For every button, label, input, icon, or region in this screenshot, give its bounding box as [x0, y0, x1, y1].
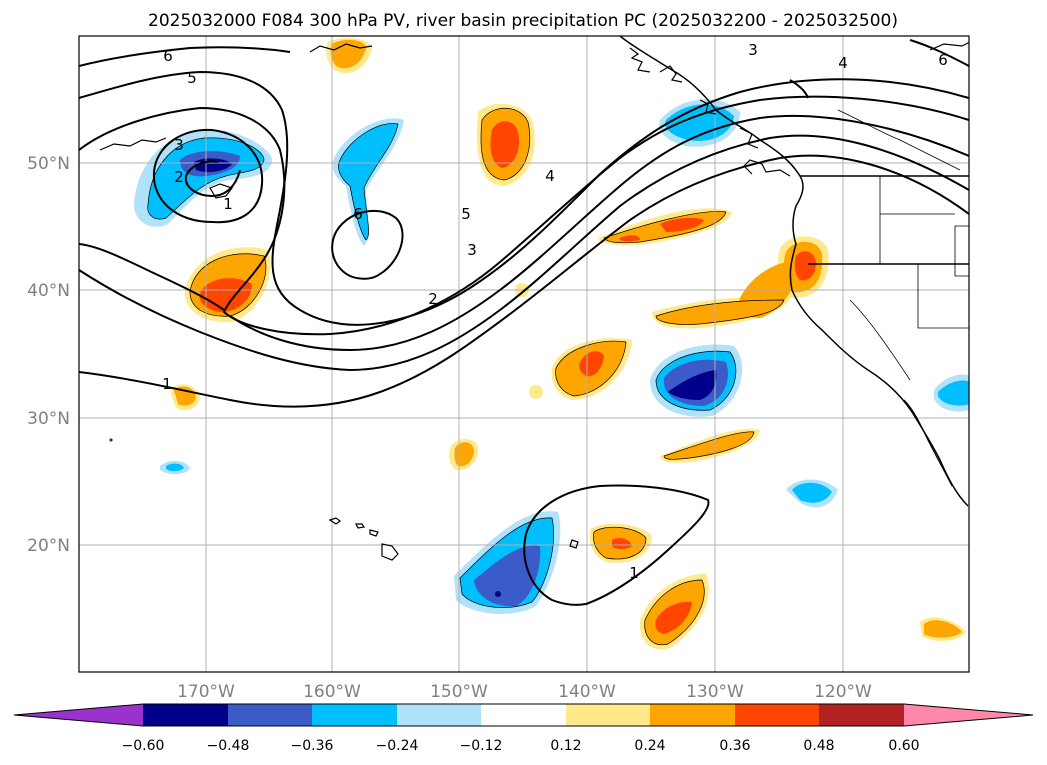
- lat-label: 30°N: [27, 409, 70, 429]
- contour-label: 5: [187, 69, 197, 87]
- map-title: 2025032000 F084 300 hPa PV, river basin …: [148, 11, 898, 31]
- lon-label: 150°W: [430, 682, 488, 702]
- colorbar-extend-low: [14, 704, 143, 726]
- contour-labels: 6 5 3 2 1 6 5 4 3 2 1 3 4 6 1: [162, 41, 948, 582]
- lat-label: 40°N: [27, 281, 70, 301]
- contour-label: 6: [353, 205, 363, 223]
- colorbar-tick-label: 0.36: [719, 738, 750, 754]
- contour-label: 4: [838, 54, 848, 72]
- contour-label: 3: [174, 136, 184, 154]
- colorbar-tick-label: 0.24: [634, 738, 665, 754]
- colorbar-bin: [735, 704, 819, 726]
- lon-label: 160°W: [303, 682, 361, 702]
- colorbar-tick-label: −0.48: [207, 738, 250, 754]
- colorbar-bin: [904, 704, 905, 726]
- map-frame: [78, 35, 970, 673]
- colorbar-bin: [819, 704, 904, 726]
- contour-label: 4: [545, 167, 555, 185]
- colorbar-bin: [566, 704, 650, 726]
- colorbar-bin: [650, 704, 735, 726]
- colorbar-tick-label: 0.60: [888, 738, 919, 754]
- colorbar-tick-label: −0.24: [376, 738, 419, 754]
- colorbar-tick-label: 0.48: [803, 738, 834, 754]
- colorbar-tick-label: −0.12: [460, 738, 503, 754]
- lat-label: 50°N: [27, 154, 70, 174]
- colorbar-bin: [397, 704, 481, 726]
- contour-label: 1: [629, 564, 639, 582]
- contour-label: 2: [428, 290, 438, 308]
- contour-label: 1: [223, 195, 233, 213]
- precip-shading: [134, 38, 969, 650]
- contour-label: 2: [174, 168, 184, 186]
- contour-label: 6: [938, 51, 948, 69]
- pv-contours: [79, 39, 969, 606]
- colorbar-bin: [312, 704, 397, 726]
- colorbar-tick-label: 0.12: [550, 738, 581, 754]
- lon-label: 120°W: [814, 682, 872, 702]
- contour-label: 5: [461, 205, 471, 223]
- lon-label: 140°W: [558, 682, 616, 702]
- map-panel: 6 5 3 2 1 6 5 4 3 2 1 3 4 6 1: [78, 35, 970, 673]
- contour-label: 3: [748, 41, 758, 59]
- lon-axis-labels: 170°W 160°W 150°W 140°W 130°W 120°W: [177, 682, 872, 702]
- lat-label: 20°N: [27, 536, 70, 556]
- colorbar-tick-label: −0.60: [122, 738, 165, 754]
- contour-label: 6: [163, 47, 173, 65]
- colorbar-bin: [143, 704, 228, 726]
- contour-label: 1: [162, 375, 172, 393]
- lon-label: 130°W: [686, 682, 744, 702]
- colorbar-extend-high: [904, 704, 1033, 726]
- contour-label: 3: [467, 241, 477, 259]
- colorbar-tick-label: −0.36: [291, 738, 334, 754]
- colorbar-bin: [481, 704, 566, 726]
- colorbar-outline: [13, 703, 1034, 727]
- colorbar: −0.60 −0.48 −0.36 −0.24 −0.12 0.12 0.24 …: [13, 703, 1034, 754]
- lat-axis-labels: 50°N 40°N 30°N 20°N: [27, 154, 70, 556]
- colorbar-bin: [228, 704, 312, 726]
- lon-label: 170°W: [177, 682, 235, 702]
- precip-outlines: [147, 107, 785, 646]
